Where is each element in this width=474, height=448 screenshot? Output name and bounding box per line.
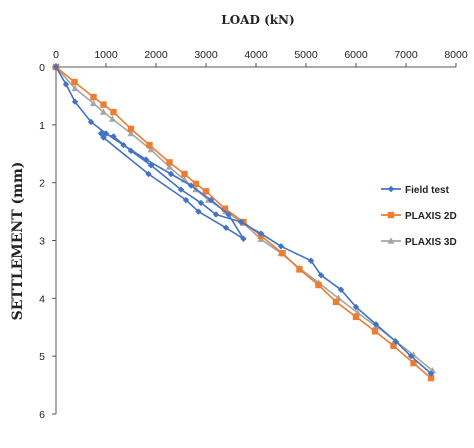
data-point-field-test <box>52 63 60 71</box>
data-point-plaxis-3d <box>108 115 117 122</box>
legend-marker-field-test <box>387 185 395 193</box>
data-point-plaxis-2d <box>332 298 340 306</box>
legend-entry-field-test: Field test <box>381 185 450 196</box>
data-point-field-test <box>145 170 152 178</box>
legend: Field test PLAXIS 2D PLAXIS 3D <box>381 185 457 248</box>
data-point-field-test <box>352 303 360 311</box>
data-point-field-test <box>147 162 155 169</box>
data-point-field-test <box>187 182 195 189</box>
y-tick-label: 3 <box>39 236 45 248</box>
legend-label-field-test: Field test <box>405 185 450 196</box>
x-tick-label: 0 <box>53 49 59 61</box>
x-tick-label: 8000 <box>444 49 468 61</box>
data-point-field-test <box>127 147 135 155</box>
data-point-plaxis-2d <box>296 266 303 273</box>
data-point-plaxis-2d <box>410 359 417 367</box>
x-tick-label: 1000 <box>94 49 118 61</box>
data-point-plaxis-3d <box>165 163 174 170</box>
legend-label-plaxis-2d: PLAXIS 2D <box>405 211 457 222</box>
data-point-field-test <box>62 81 70 88</box>
data-point-field-test <box>87 118 95 126</box>
y-tick-label: 2 <box>39 178 45 190</box>
data-point-plaxis-3d <box>71 84 79 92</box>
data-point-field-test <box>257 230 265 237</box>
data-point-field-test <box>195 208 202 215</box>
series-field-test <box>52 63 435 377</box>
data-point-plaxis-3d <box>147 146 155 153</box>
data-point-plaxis-3d <box>99 108 108 115</box>
data-point-field-test <box>207 196 215 204</box>
data-point-plaxis-3d <box>127 129 135 137</box>
axes: 0 1000 2000 3000 4000 5000 6000 7000 8000 0 1 2 3 4 5 6 <box>39 49 468 421</box>
data-point-field-test <box>427 370 435 377</box>
y-tick-label: 4 <box>39 293 45 305</box>
data-point-plaxis-2d <box>181 170 188 178</box>
x-tick-label: 4000 <box>244 49 268 61</box>
data-point-field-test <box>182 196 190 204</box>
x-tick-label: 6000 <box>344 49 368 61</box>
data-point-field-test <box>222 224 230 231</box>
y-tick-label: 1 <box>39 120 45 132</box>
data-point-field-test <box>197 199 205 207</box>
data-point-field-test <box>337 286 345 293</box>
x-tick-label: 2000 <box>144 49 168 61</box>
y-axis-title: SETTLEMENT (mm) <box>10 162 26 321</box>
data-point-field-test <box>167 170 175 178</box>
data-point-field-test <box>177 186 185 193</box>
data-point-field-test <box>307 257 315 264</box>
x-tick-label: 3000 <box>194 49 218 61</box>
data-point-plaxis-2d <box>315 281 322 289</box>
data-point-field-test <box>212 211 220 218</box>
legend-entry-plaxis-2d: PLAXIS 2D <box>381 211 457 222</box>
y-tick-label: 0 <box>39 62 45 74</box>
data-point-plaxis-2d <box>127 125 135 133</box>
data-point-field-test <box>237 218 245 226</box>
data-point-plaxis-2d <box>371 328 379 335</box>
data-point-field-test <box>102 130 110 137</box>
data-point-plaxis-2d <box>192 180 200 188</box>
data-point-plaxis-2d <box>71 78 78 86</box>
series-layer <box>52 63 437 382</box>
data-point-plaxis-2d <box>146 141 153 149</box>
data-point-plaxis-2d <box>202 188 210 195</box>
data-point-plaxis-2d <box>110 108 117 116</box>
data-point-field-test <box>71 98 79 105</box>
data-point-field-test <box>317 272 325 279</box>
data-point-plaxis-2d <box>390 342 397 349</box>
x-tick-label: 7000 <box>394 49 418 61</box>
legend-entry-plaxis-3d: PLAXIS 3D <box>381 237 457 248</box>
data-point-field-test <box>120 141 127 149</box>
data-point-field-test <box>277 243 285 250</box>
legend-marker-plaxis-3d <box>387 237 395 244</box>
data-point-plaxis-2d <box>427 374 435 382</box>
data-point-field-test <box>407 352 415 360</box>
data-point-field-test <box>225 211 232 218</box>
data-point-plaxis-2d <box>221 205 229 212</box>
data-point-plaxis-2d <box>90 93 97 101</box>
chart-title: LOAD (kN) <box>221 13 294 27</box>
data-point-field-test <box>100 134 107 141</box>
data-point-field-test <box>372 321 380 328</box>
data-point-plaxis-2d <box>100 101 107 108</box>
data-point-plaxis-2d <box>352 313 360 321</box>
y-tick-label: 5 <box>39 351 45 363</box>
data-point-field-test <box>240 235 247 242</box>
data-point-field-test <box>142 156 150 163</box>
legend-marker-plaxis-2d <box>387 211 395 219</box>
data-point-plaxis-3d <box>89 99 98 107</box>
data-point-field-test <box>392 338 400 345</box>
series-plaxis-2d <box>52 63 435 382</box>
data-point-plaxis-2d <box>166 159 173 166</box>
legend-label-plaxis-3d: PLAXIS 3D <box>405 237 457 248</box>
data-point-plaxis-2d <box>279 250 286 257</box>
x-tick-label: 5000 <box>294 49 318 61</box>
data-point-field-test <box>110 133 117 140</box>
y-tick-label: 6 <box>39 409 45 421</box>
data-point-field-test <box>97 130 105 137</box>
